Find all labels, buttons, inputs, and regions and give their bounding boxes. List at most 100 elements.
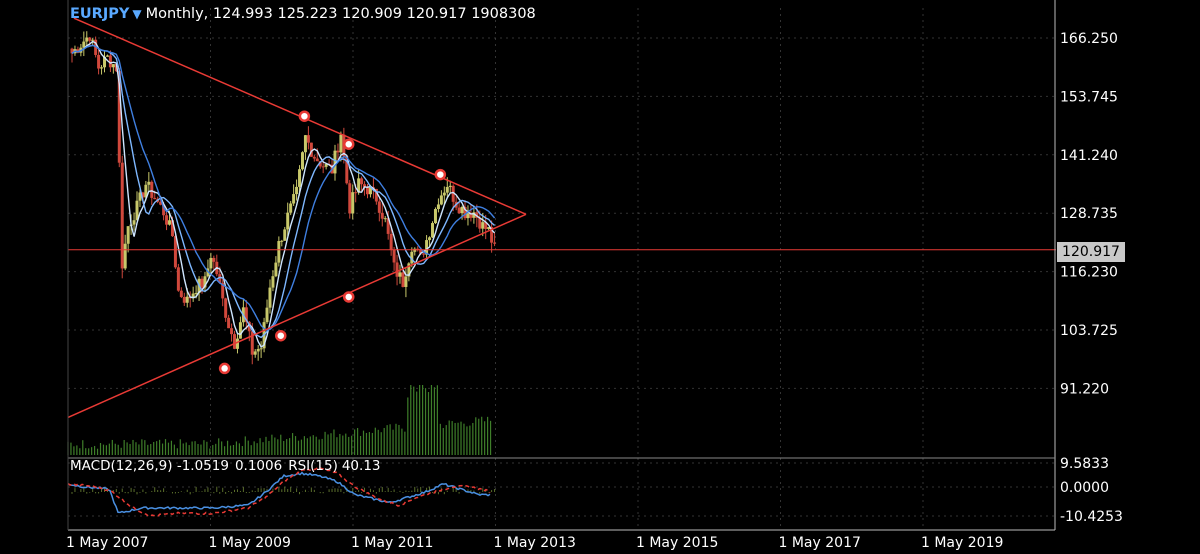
volume-bar [327, 434, 329, 455]
volume-bar [395, 423, 397, 455]
bear-candle [76, 49, 80, 53]
bear-candle [318, 161, 322, 167]
volume-bar [209, 448, 211, 455]
bull-candle [292, 194, 296, 204]
bear-candle [162, 204, 166, 216]
symbol-label[interactable]: EURJPY [70, 6, 130, 22]
bull-candle [203, 276, 207, 288]
price-tick-label: 128.735 [1060, 206, 1118, 222]
bear-candle [490, 227, 494, 243]
volume-bar [306, 438, 308, 455]
bear-candle [179, 290, 183, 298]
bear-candle [336, 150, 340, 153]
volume-bar [478, 418, 480, 455]
bull-candle [100, 67, 104, 69]
bear-candle [230, 328, 234, 335]
volume-bar [383, 427, 385, 455]
bear-candle [366, 187, 369, 195]
volume-bar [138, 444, 140, 455]
bear-candle [150, 181, 154, 198]
bear-candle [345, 156, 349, 184]
trendline-touch-point [298, 110, 311, 122]
bull-candle [472, 212, 476, 218]
signal-value: 0.1006 [234, 458, 283, 474]
volume-bar [253, 441, 255, 455]
bear-candle [227, 317, 231, 329]
volume-bar [123, 440, 125, 455]
bull-candle [105, 55, 109, 57]
volume-bar [339, 433, 341, 455]
volume-bar [436, 385, 438, 455]
bear-candle [363, 184, 367, 188]
volume-bar [427, 392, 430, 455]
axes: 166.250 153.745 141.240 128.735 116.230 103.7… [66, 0, 1123, 551]
volume-bar [280, 434, 282, 455]
bull-candle [404, 276, 408, 287]
volume-bar [256, 443, 258, 455]
volume-bar [132, 439, 134, 455]
signal-line [67, 466, 491, 518]
rsi-label: RSI(15) [288, 458, 338, 474]
volume-bar [484, 421, 486, 455]
volume-bar [70, 442, 72, 455]
volume-bar [430, 385, 433, 455]
bear-candle [478, 217, 482, 229]
ma-mid-line [71, 44, 496, 339]
bull-candle [268, 287, 272, 308]
volume-bar [170, 440, 173, 455]
macd-label: MACD(12,26,9) [70, 458, 173, 474]
volume-bar [422, 385, 424, 455]
bear-candle [176, 267, 180, 291]
bear-candle [422, 253, 426, 255]
bull-candle [191, 293, 195, 299]
bull-candle [274, 262, 278, 277]
volume-bar [224, 446, 226, 455]
bear-candle [97, 54, 101, 69]
bull-candle [253, 351, 257, 355]
volume-bar [117, 444, 119, 455]
symbol-dropdown-icon[interactable]: ▼ [132, 7, 142, 21]
bull-candle [111, 64, 115, 68]
price-tick-label: 103.725 [1060, 323, 1118, 339]
bull-candle [460, 206, 464, 214]
bull-candle [407, 263, 411, 277]
volume-bar [262, 442, 264, 455]
bear-candle [182, 297, 186, 303]
volume-bar [419, 385, 421, 455]
volume-bar [466, 426, 468, 455]
candlesticks [70, 31, 497, 365]
volume-bar [407, 397, 409, 455]
price-tick-label: 141.240 [1060, 148, 1118, 164]
bull-candle [445, 186, 449, 193]
bull-candle [147, 181, 151, 185]
volume-bar [241, 446, 243, 455]
volume-bar [389, 424, 391, 455]
volume-bar [439, 423, 441, 455]
bear-candle [360, 178, 364, 185]
volume-bar [324, 431, 326, 455]
volume-bar [271, 434, 273, 455]
time-tick-label: 1 May 2015 [636, 535, 718, 551]
volume-bar [377, 429, 379, 455]
bull-candle [481, 222, 485, 229]
bull-candle [439, 195, 443, 205]
volume-bar [244, 436, 246, 455]
bear-candle [88, 37, 92, 41]
volume-bar [345, 433, 347, 455]
volume-bar [161, 443, 164, 455]
volume-bar [294, 436, 297, 455]
bear-candle [94, 39, 98, 55]
bull-candle [283, 229, 287, 241]
volume-bar [475, 417, 477, 455]
bear-candle [108, 55, 112, 68]
volume-bar [93, 445, 96, 455]
bear-candle [159, 201, 163, 205]
chart-header[interactable]: EURJPY ▼ Monthly, 124.993 125.223 120.909 … [70, 6, 536, 22]
bear-candle [354, 192, 358, 194]
bull-candle [433, 209, 437, 224]
volume-bar [232, 444, 235, 455]
volume-bar [309, 436, 311, 455]
volume-bar [179, 439, 181, 455]
current-price-label: 120.917 [1057, 242, 1125, 262]
